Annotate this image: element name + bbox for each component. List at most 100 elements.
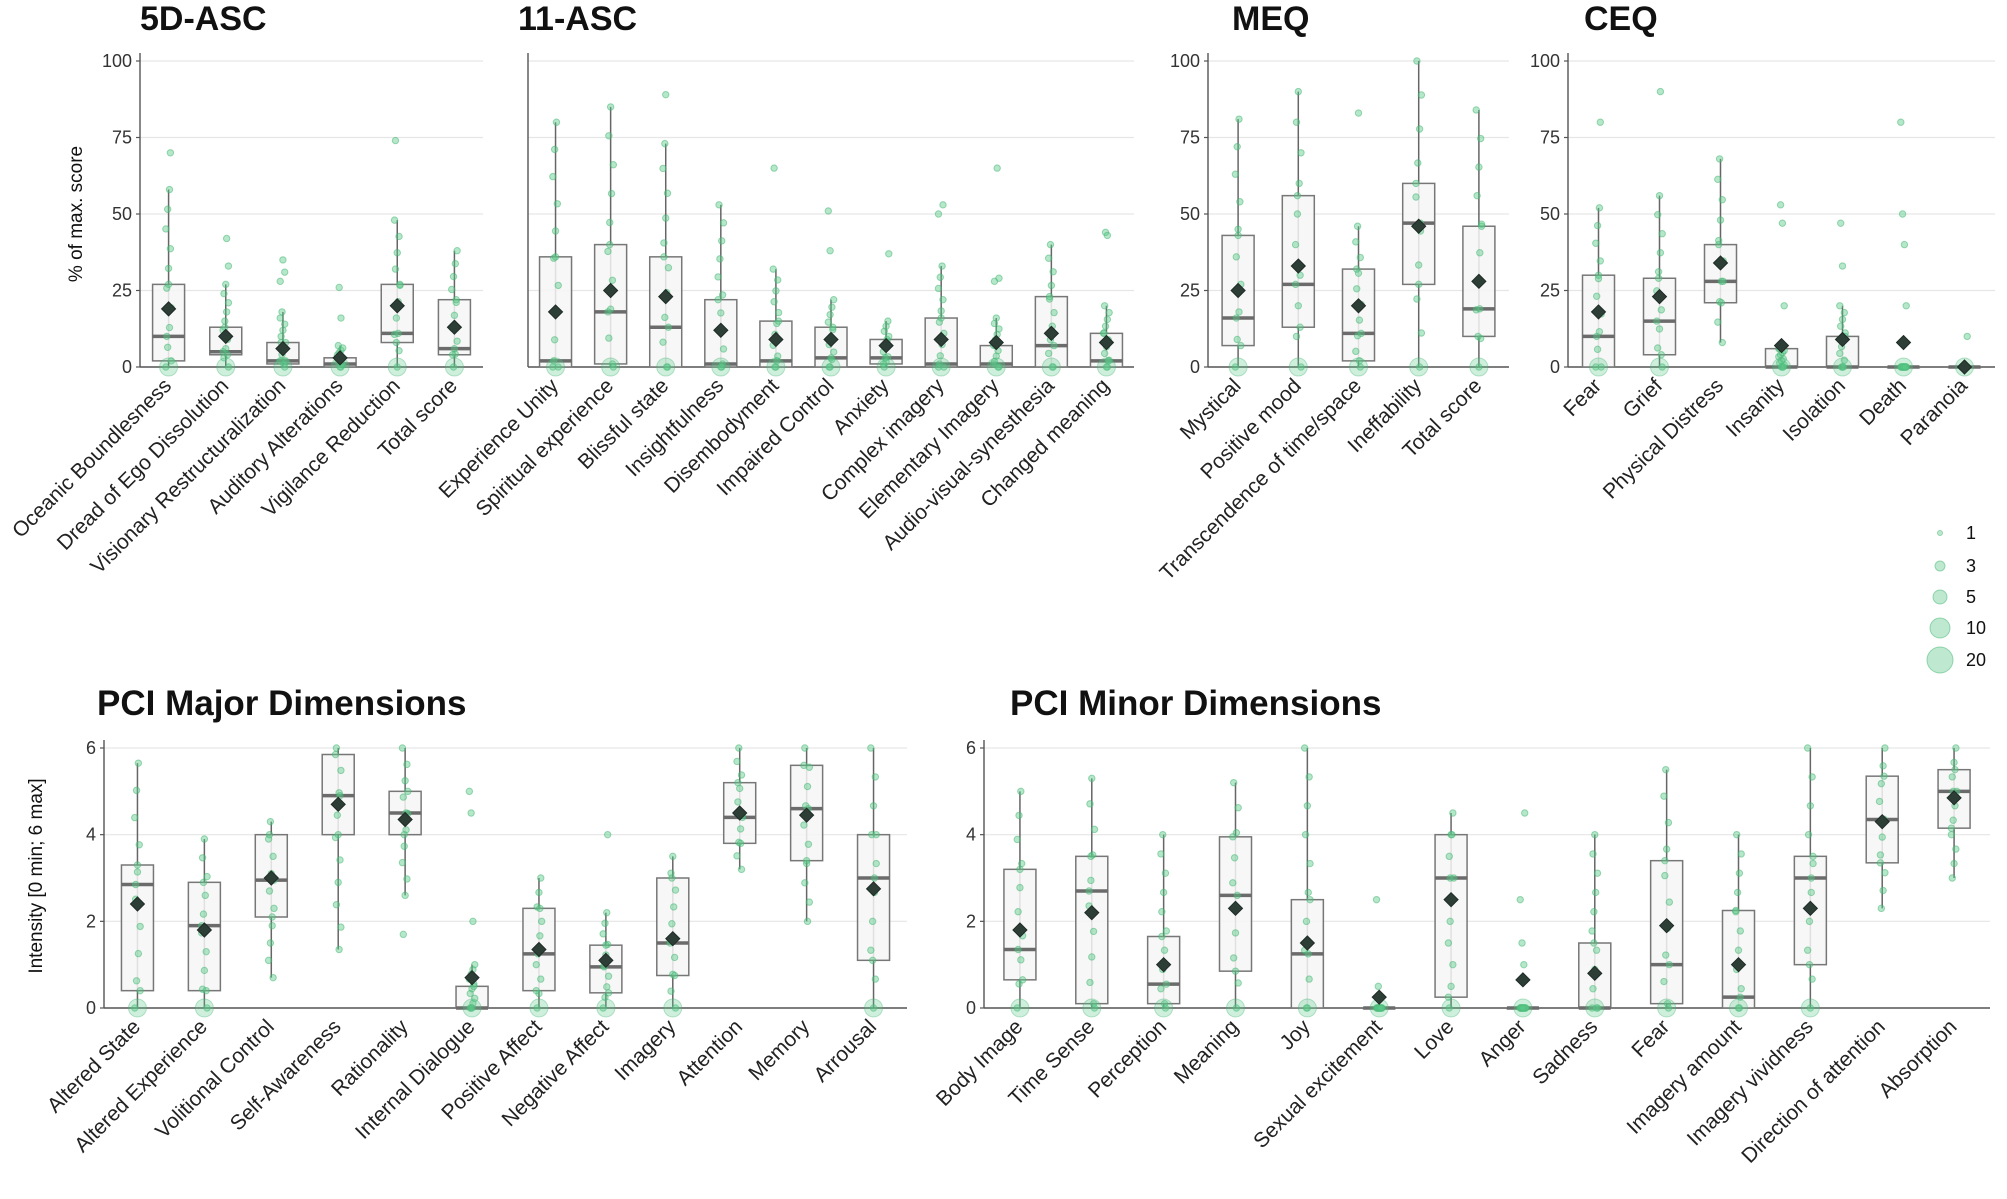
data-point xyxy=(604,972,613,980)
data-point xyxy=(606,103,615,111)
data-point xyxy=(1519,1004,1527,1012)
data-point-cluster xyxy=(766,357,786,377)
data-point xyxy=(465,787,474,796)
data-point xyxy=(203,1004,211,1012)
data-point xyxy=(1449,960,1457,969)
data-point xyxy=(404,787,412,796)
data-point xyxy=(871,975,880,983)
data-point xyxy=(1734,946,1743,954)
data-point xyxy=(1232,253,1241,261)
data-point xyxy=(1805,960,1814,969)
data-point xyxy=(1090,825,1099,834)
data-point-cluster xyxy=(711,357,731,377)
data-point xyxy=(1100,349,1109,358)
data-point xyxy=(1353,265,1361,273)
x-category-label: Imagery xyxy=(610,1015,680,1085)
data-point xyxy=(163,284,171,292)
data-point xyxy=(449,272,458,281)
data-point xyxy=(602,941,610,949)
data-point-cluster xyxy=(127,998,147,1018)
data-point xyxy=(1595,204,1604,212)
data-point xyxy=(659,164,667,173)
data-point xyxy=(467,809,475,817)
data-point xyxy=(872,830,880,839)
data-point xyxy=(1352,238,1360,246)
data-point xyxy=(1654,268,1663,276)
data-point xyxy=(224,262,233,270)
data-point xyxy=(659,338,667,346)
data-point xyxy=(164,264,173,273)
data-point xyxy=(662,90,670,99)
data-point xyxy=(1654,274,1663,282)
data-point xyxy=(1088,953,1096,961)
mean-marker xyxy=(1084,904,1100,921)
data-point xyxy=(1592,363,1600,371)
data-point xyxy=(1105,308,1113,317)
data-point xyxy=(1898,210,1907,218)
data-point xyxy=(669,852,677,861)
mean-marker xyxy=(598,952,614,969)
iqr-box xyxy=(593,243,628,365)
box-love: Love xyxy=(1410,809,1468,1064)
x-category-label: Perception xyxy=(1084,1015,1171,1102)
data-point xyxy=(1658,230,1666,238)
data-point xyxy=(662,214,670,222)
box-oceanic-boundlesness: Oceanic Boundlesness xyxy=(8,149,186,542)
data-point xyxy=(939,201,947,209)
data-point xyxy=(1776,201,1785,209)
data-point xyxy=(1897,118,1905,126)
data-point xyxy=(449,363,458,371)
mean-marker xyxy=(397,811,413,828)
data-point-cluster xyxy=(876,357,896,377)
data-point xyxy=(1101,322,1110,330)
data-point xyxy=(718,291,727,299)
data-point xyxy=(1230,854,1239,862)
data-point xyxy=(773,357,781,365)
mean-marker xyxy=(1515,972,1531,988)
data-point xyxy=(1808,975,1816,983)
data-point xyxy=(1880,772,1888,780)
data-point xyxy=(660,239,668,247)
mean-marker xyxy=(332,350,348,366)
data-point xyxy=(391,265,400,273)
data-point xyxy=(221,323,229,331)
data-point xyxy=(733,757,741,766)
data-point xyxy=(671,886,680,894)
data-point xyxy=(604,989,613,997)
data-point xyxy=(1445,852,1453,861)
data-point xyxy=(1876,851,1885,859)
mean-marker xyxy=(547,304,564,320)
data-point xyxy=(1233,142,1241,151)
data-point-cluster xyxy=(1041,357,1061,377)
data-point xyxy=(1950,758,1958,767)
data-point xyxy=(801,744,809,752)
data-point xyxy=(269,852,277,861)
data-point xyxy=(1415,261,1423,269)
data-point xyxy=(1302,1004,1311,1012)
data-point xyxy=(1233,891,1242,900)
data-point xyxy=(872,859,880,868)
data-point xyxy=(1236,198,1244,206)
data-point xyxy=(337,314,345,322)
mean-marker xyxy=(988,334,1004,351)
data-point xyxy=(1837,322,1845,330)
data-point xyxy=(1296,271,1304,279)
data-point xyxy=(1230,954,1238,962)
mean-marker xyxy=(1834,331,1851,348)
data-point xyxy=(1952,845,1960,853)
data-point xyxy=(664,323,673,331)
data-point xyxy=(550,357,558,365)
data-point xyxy=(392,314,401,322)
data-point xyxy=(1357,329,1365,338)
data-point xyxy=(1159,888,1168,897)
data-point xyxy=(935,318,944,326)
data-point xyxy=(1231,929,1240,937)
data-point xyxy=(1808,773,1816,781)
data-point xyxy=(403,760,411,769)
data-point xyxy=(1089,999,1098,1008)
data-point xyxy=(396,280,404,289)
data-point xyxy=(1295,179,1303,188)
iqr-box xyxy=(1703,243,1738,304)
data-point xyxy=(398,858,407,867)
